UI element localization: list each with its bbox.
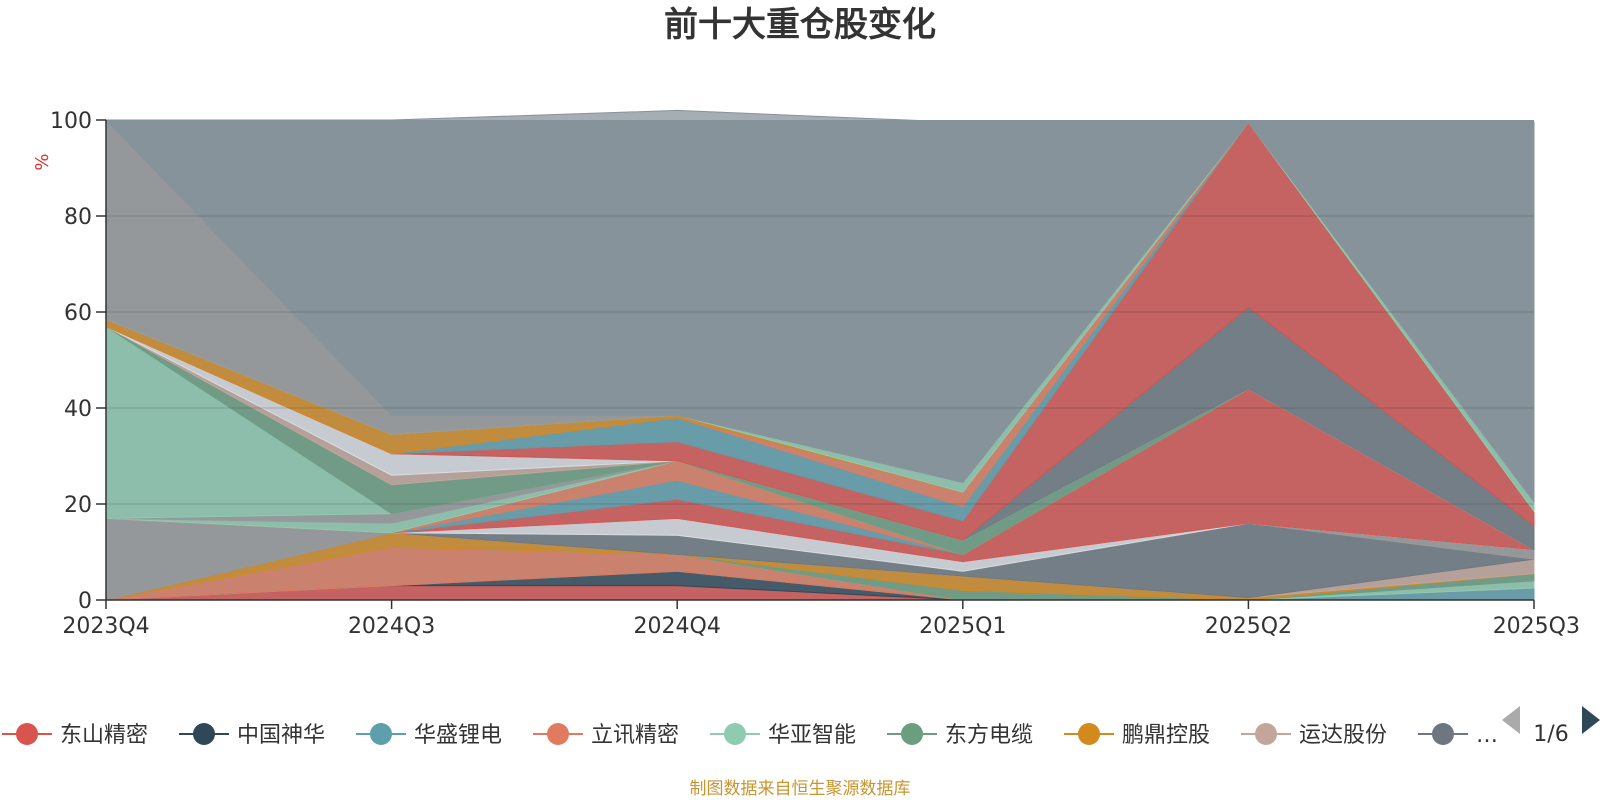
- legend-item[interactable]: 鹏鼎控股: [1064, 723, 1210, 748]
- x-tick-label: 2025Q1: [919, 614, 1006, 639]
- legend-item[interactable]: 东山精密: [2, 723, 148, 748]
- data-source-footer: 制图数据来自恒生聚源数据库: [690, 779, 911, 799]
- x-tick-label: 2025Q3: [1493, 614, 1580, 639]
- legend[interactable]: 东山精密 中国神华 华盛锂电 立讯精密 华亚智能 东方电缆 鹏鼎控股 运达股份 …: [2, 723, 1498, 748]
- legend-next-arrow-icon[interactable]: [1582, 706, 1600, 734]
- legend-marker-icon: [547, 723, 569, 745]
- legend-label: 东山精密: [60, 723, 148, 748]
- legend-label: 立讯精密: [591, 723, 679, 748]
- y-tick-label: 20: [64, 493, 92, 518]
- legend-item[interactable]: 东方电缆: [887, 723, 1033, 748]
- legend-pager[interactable]: 1/6: [1502, 706, 1600, 747]
- legend-marker-icon: [1078, 723, 1100, 745]
- legend-label: …: [1476, 723, 1498, 748]
- x-tick-label: 2024Q4: [634, 614, 721, 639]
- legend-marker-icon: [16, 723, 38, 745]
- legend-page-indicator: 1/6: [1533, 722, 1568, 747]
- legend-marker-icon: [901, 723, 923, 745]
- area-series-group: [104, 109, 1535, 601]
- legend-marker-icon: [370, 723, 392, 745]
- y-tick-label: 60: [64, 301, 92, 326]
- legend-item[interactable]: 华盛锂电: [356, 723, 502, 748]
- x-tick-label: 2023Q4: [62, 614, 149, 639]
- y-tick-label: 80: [64, 205, 92, 230]
- y-tick-label: 40: [64, 397, 92, 422]
- y-tick-label: 100: [50, 109, 92, 134]
- x-tick-label: 2024Q3: [348, 614, 435, 639]
- legend-label: 鹏鼎控股: [1122, 723, 1210, 748]
- legend-item[interactable]: 中国神华: [179, 723, 325, 748]
- legend-item[interactable]: 运达股份: [1241, 723, 1387, 748]
- legend-item[interactable]: 华亚智能: [710, 723, 856, 748]
- area-series-28: [104, 109, 1535, 504]
- legend-label: 华盛锂电: [414, 723, 502, 748]
- legend-label: 华亚智能: [768, 723, 856, 748]
- y-tick-labels: 0 20 40 60 80 100: [50, 109, 92, 614]
- x-tick-label: 2025Q2: [1205, 614, 1292, 639]
- legend-prev-arrow-icon[interactable]: [1502, 706, 1520, 734]
- y-tick-label: 0: [78, 589, 92, 614]
- legend-marker-icon: [1255, 723, 1277, 745]
- legend-item[interactable]: …: [1418, 723, 1498, 748]
- y-axis-label: %: [32, 153, 53, 170]
- gridlines: [106, 215, 1534, 505]
- axes: [96, 119, 1535, 609]
- chart-title: 前十大重仓股变化: [664, 5, 936, 45]
- legend-label: 运达股份: [1299, 723, 1387, 748]
- legend-label: 东方电缆: [945, 723, 1033, 748]
- legend-marker-icon: [724, 723, 746, 745]
- legend-label: 中国神华: [237, 723, 325, 748]
- legend-marker-icon: [1432, 723, 1454, 745]
- legend-marker-icon: [193, 723, 215, 745]
- x-tick-labels: 2023Q4 2024Q3 2024Q4 2025Q1 2025Q2 2025Q3: [62, 614, 1580, 639]
- legend-item[interactable]: 立讯精密: [533, 723, 679, 748]
